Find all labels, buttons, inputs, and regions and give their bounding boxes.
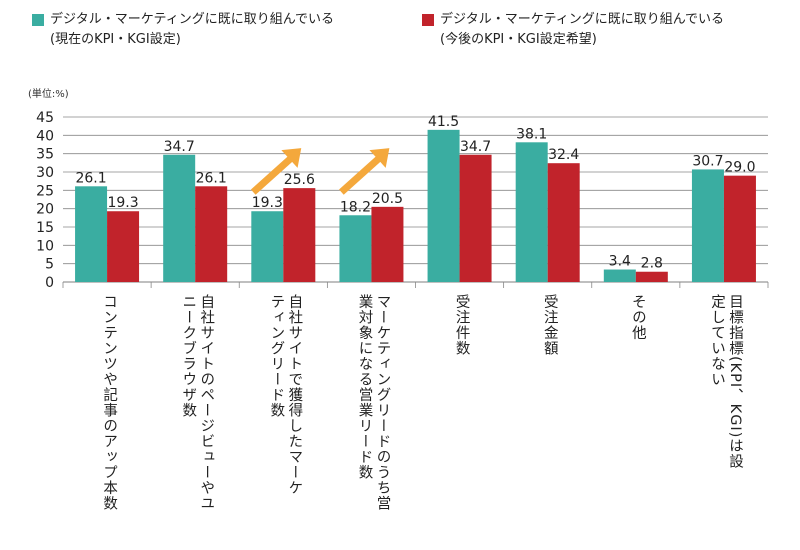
data-label: 2.8 (641, 256, 663, 272)
bar-current (339, 215, 372, 282)
y-tick-label: 20 (36, 202, 54, 218)
data-label: 20.5 (372, 191, 403, 207)
x-category-label: コンテンツや記事のアップ本数 (101, 294, 118, 511)
y-tick-label: 45 (36, 110, 54, 126)
x-category-label: ニークブラウザ数 (180, 294, 197, 418)
bar-future (723, 175, 756, 282)
legend-label-future: デジタル・マーケティングに既に取り組んでいる (440, 12, 725, 27)
y-tick-label: 25 (36, 183, 54, 199)
legend-sub-future: (今後のKPI・KGI設定希望) (440, 32, 597, 47)
bar-future (107, 211, 140, 282)
bar-future (371, 206, 404, 282)
legend-sub-current: (現在のKPI・KGI設定) (50, 32, 181, 47)
x-category-label: その他 (629, 294, 646, 341)
x-category-label: 業対象になる営業リード数 (356, 294, 373, 480)
y-tick-label: 40 (36, 128, 54, 144)
x-category-label: 受注件数 (453, 294, 470, 356)
data-label: 25.6 (284, 172, 315, 188)
legend-swatch-future (422, 14, 434, 26)
unit-label: (単位:%) (28, 89, 69, 100)
data-label: 18.2 (340, 199, 371, 215)
data-label: 34.7 (164, 139, 195, 155)
x-category-label: 定していない (708, 294, 725, 387)
bar-future (547, 163, 580, 282)
x-category-label: 受注金額 (541, 294, 558, 356)
y-tick-label: 35 (36, 147, 54, 163)
data-label: 26.1 (196, 170, 227, 186)
y-tick-label: 30 (36, 165, 54, 181)
x-category-label: 自社サイトで獲得したマーケ (286, 294, 303, 496)
y-tick-label: 0 (45, 275, 54, 291)
bar-current (603, 269, 636, 282)
x-category-label: ティングリード数 (268, 294, 285, 418)
data-label: 32.4 (548, 147, 579, 163)
data-label: 38.1 (516, 126, 547, 142)
bar-current (515, 142, 548, 282)
bar-current (251, 211, 284, 282)
trend-arrow-icon (281, 148, 302, 168)
y-tick-label: 10 (36, 238, 54, 254)
trend-arrow-shaft (339, 154, 383, 195)
data-label: 3.4 (609, 254, 631, 270)
y-tick-label: 15 (36, 220, 54, 236)
bar-future (195, 186, 228, 282)
bar-current (75, 186, 108, 282)
data-label: 41.5 (428, 114, 459, 130)
data-label: 19.3 (107, 195, 138, 211)
bar-future (459, 154, 492, 282)
y-tick-label: 5 (45, 257, 54, 273)
bar-current (163, 154, 196, 282)
x-category-label: 自社サイトのページビューやユ (198, 294, 215, 511)
data-label: 26.1 (75, 170, 106, 186)
x-category-label: マーケティングリードのうち営 (374, 294, 391, 511)
bar-future (635, 271, 668, 282)
data-label: 19.3 (252, 195, 283, 211)
x-category-label: 目標指標(KPI、KGI)は設 (726, 294, 743, 470)
bar-current (691, 169, 724, 282)
trend-arrow-shaft (250, 154, 295, 195)
bar-current (427, 129, 460, 282)
bar-future (283, 188, 316, 282)
data-label: 34.7 (460, 139, 491, 155)
legend-label-current: デジタル・マーケティングに既に取り組んでいる (50, 12, 335, 27)
data-label: 30.7 (692, 153, 723, 169)
legend-swatch-current (32, 14, 44, 26)
data-label: 29.0 (724, 160, 755, 176)
trend-arrow-icon (369, 148, 390, 168)
